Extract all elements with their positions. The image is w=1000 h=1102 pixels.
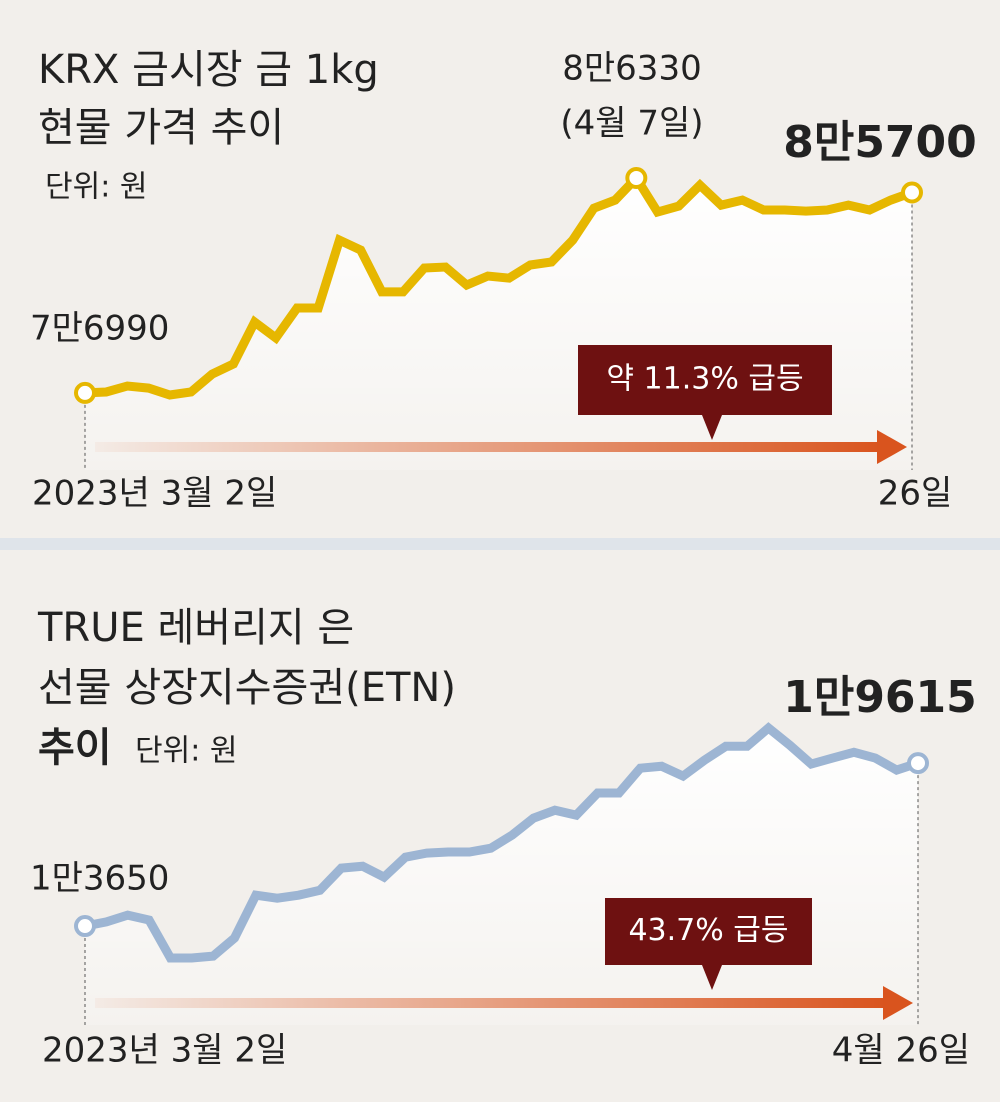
- point-marker: [625, 167, 648, 189]
- price-line: [84, 170, 914, 400]
- x-tick-label: 2023년 3월 2일: [32, 474, 277, 514]
- value-label: 8만5700: [783, 117, 977, 168]
- x-tick-label: 2023년 3월 2일: [42, 1031, 287, 1071]
- point-marker: [74, 381, 96, 404]
- chart-title: KRX 금시장 금 1kg: [38, 47, 379, 93]
- arrow-head: [883, 986, 913, 1020]
- point-marker: [907, 752, 929, 775]
- chart-title: 추이: [38, 725, 112, 771]
- badge: [578, 345, 832, 440]
- value-label: 7만6990: [30, 309, 169, 349]
- chart-title: 현물 가격 추이: [38, 105, 284, 151]
- chart-title: 선물 상장지수증권(ETN): [38, 665, 456, 711]
- annotation: (4월 7일): [560, 104, 703, 144]
- chart-title: TRUE 레버리지 은: [37, 605, 354, 651]
- chart: TRUE 레버리지 은선물 상장지수증권(ETN) 추이 단위: 원 1만3650 1만…: [30, 605, 977, 1071]
- badge-label: 약 11.3% 급등: [606, 362, 803, 397]
- point-marker: [74, 915, 96, 938]
- value-label: 1만3650: [30, 859, 169, 899]
- unit-label: 단위: 원: [135, 734, 237, 769]
- badge: [605, 898, 812, 990]
- unit-label: 단위: 원: [45, 170, 147, 205]
- x-tick-label: 4월 26일: [832, 1031, 970, 1071]
- arrow-head: [877, 430, 907, 464]
- trend-arrow: [95, 442, 882, 452]
- trend-arrow: [95, 998, 888, 1008]
- x-tick-label: 26일: [878, 474, 953, 514]
- value-label: 1만9615: [783, 672, 977, 723]
- badge-label: 43.7% 급등: [628, 913, 788, 948]
- divider: [0, 538, 1000, 550]
- point-marker: [901, 181, 923, 204]
- price-line: [84, 722, 920, 963]
- value-label: 8만6330: [562, 49, 701, 89]
